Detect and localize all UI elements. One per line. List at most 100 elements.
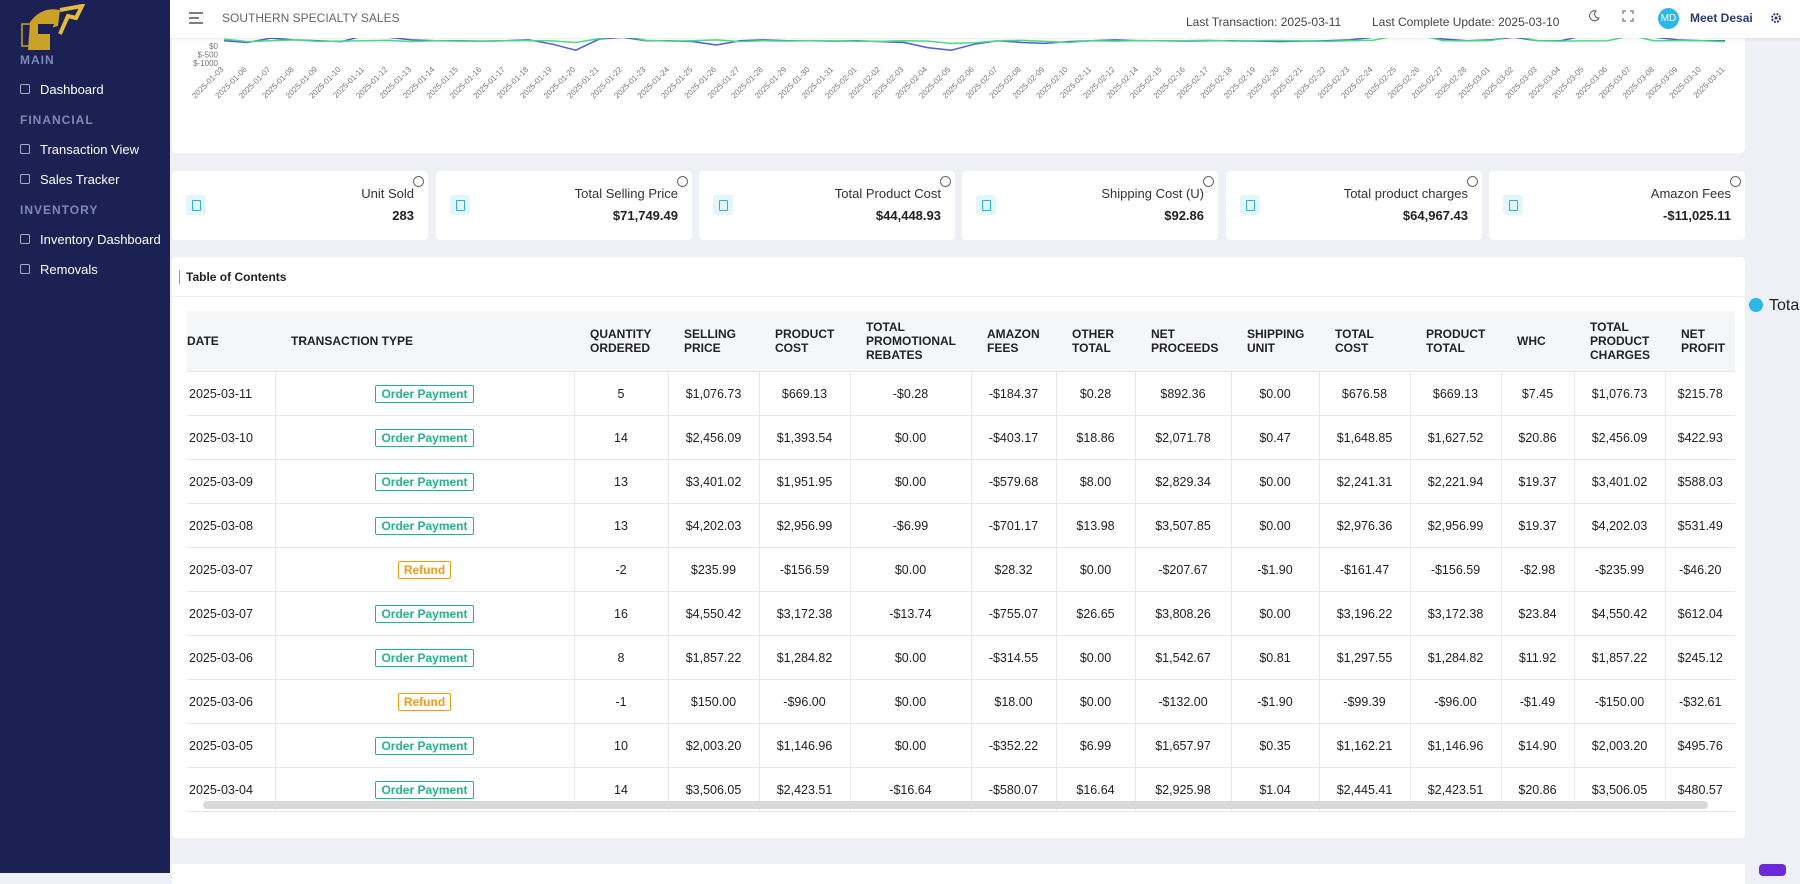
nav-label: Dashboard <box>40 82 104 97</box>
table-cell: $1,542.67 <box>1135 636 1231 680</box>
table-cell: 13 <box>574 460 668 504</box>
table-row: 2025-03-06Order Payment8$1,857.22$1,284.… <box>187 636 1735 680</box>
table-cell: -$13.74 <box>850 592 971 636</box>
table-cell: -$2.98 <box>1501 548 1574 592</box>
help-icon[interactable] <box>1467 176 1478 187</box>
table-cell: $1,284.82 <box>1410 636 1501 680</box>
table-cell: 2025-03-05 <box>187 724 275 768</box>
table-cell: $23.84 <box>1501 592 1574 636</box>
card-title: Total Selling Price <box>575 186 678 201</box>
table-cell: $2,956.99 <box>759 504 850 548</box>
table-cell: $150.00 <box>668 680 759 724</box>
table-cell: $1,162.21 <box>1319 724 1410 768</box>
nav: MAINDashboardFINANCIALTransaction ViewSa… <box>0 45 170 285</box>
table-cell: Order Payment <box>275 724 574 768</box>
table-cell: 2025-03-06 <box>187 680 275 724</box>
column-header: OTHER TOTAL <box>1056 311 1135 372</box>
table-cell: -1 <box>574 680 668 724</box>
table-row: 2025-03-11Order Payment5$1,076.73$669.13… <box>187 372 1735 416</box>
table-cell: $669.13 <box>1410 372 1501 416</box>
table-cell: -$6.99 <box>850 504 971 548</box>
column-header: WHC <box>1501 311 1574 372</box>
table-cell: 14 <box>574 416 668 460</box>
table-cell: 2025-03-08 <box>187 504 275 548</box>
nav-item[interactable]: Transaction View <box>0 135 170 165</box>
table-cell: $1,627.52 <box>1410 416 1501 460</box>
column-header: PRODUCT COST <box>759 311 850 372</box>
nav-icon <box>20 234 30 244</box>
nav-heading: INVENTORY <box>0 195 170 225</box>
table-cell: $0.00 <box>1056 636 1135 680</box>
table-cell: $4,202.03 <box>1574 504 1665 548</box>
table-cell: -$96.00 <box>1410 680 1501 724</box>
help-icon[interactable] <box>940 176 951 187</box>
help-icon[interactable] <box>677 176 688 187</box>
table-cell: $1,393.54 <box>759 416 850 460</box>
table-cell: $0.00 <box>850 636 971 680</box>
table-cell: -$156.59 <box>1410 548 1501 592</box>
nav-icon <box>20 264 30 274</box>
fullscreen-toggle[interactable] <box>1622 10 1634 22</box>
scrollbar[interactable] <box>203 801 1708 809</box>
nav-icon <box>20 174 30 184</box>
card-value: $44,448.93 <box>876 208 941 223</box>
table-cell: -$96.00 <box>759 680 850 724</box>
card-title: Unit Sold <box>361 186 414 201</box>
table-cell: $0.00 <box>850 680 971 724</box>
table-title: Table of Contents <box>179 270 286 284</box>
table-cell: $1,297.55 <box>1319 636 1410 680</box>
table-cell: Order Payment <box>275 636 574 680</box>
column-header: DATE <box>187 311 275 372</box>
card-icon <box>713 195 733 215</box>
table-cell: $235.99 <box>668 548 759 592</box>
table-cell: $3,196.22 <box>1319 592 1410 636</box>
table-cell: -$755.07 <box>971 592 1056 636</box>
table-cell: 2025-03-09 <box>187 460 275 504</box>
type-badge: Refund <box>398 693 451 711</box>
user-name[interactable]: Meet Desai <box>1690 11 1753 25</box>
table-cell: $0.00 <box>1231 372 1319 416</box>
type-badge: Order Payment <box>375 429 473 447</box>
help-icon[interactable] <box>413 176 424 187</box>
table-cell: $0.00 <box>1056 680 1135 724</box>
avatar[interactable]: MD <box>1658 8 1679 29</box>
table-cell: $7.45 <box>1501 372 1574 416</box>
table-cell: $0.00 <box>850 724 971 768</box>
help-icon[interactable] <box>1730 176 1741 187</box>
table-cell: $0.28 <box>1056 372 1135 416</box>
table-cell: 8 <box>574 636 668 680</box>
table-cell: 2025-03-07 <box>187 548 275 592</box>
table-cell: $1,284.82 <box>759 636 850 680</box>
table-cell: -$184.37 <box>971 372 1056 416</box>
column-header: TOTAL PRODUCT CHARGES <box>1574 311 1665 372</box>
theme-toggle[interactable] <box>1588 10 1600 22</box>
table-cell: $2,456.09 <box>668 416 759 460</box>
nav-item[interactable]: Dashboard <box>0 75 170 105</box>
table-cell: $4,550.42 <box>668 592 759 636</box>
bottom-panel <box>172 864 1745 884</box>
nav-heading: FINANCIAL <box>0 105 170 135</box>
table-cell: $3,401.02 <box>1574 460 1665 504</box>
table-cell: $495.76 <box>1665 724 1735 768</box>
type-badge: Order Payment <box>375 605 473 623</box>
column-header: AMAZON FEES <box>971 311 1056 372</box>
menu-icon[interactable] <box>189 12 203 24</box>
table-cell: -$403.17 <box>971 416 1056 460</box>
table-cell: Refund <box>275 680 574 724</box>
table-cell: $1,951.95 <box>759 460 850 504</box>
table-cell: $2,956.99 <box>1410 504 1501 548</box>
table-cell: $0.00 <box>850 548 971 592</box>
table-cell: -$1.90 <box>1231 548 1319 592</box>
table-cell: $676.58 <box>1319 372 1410 416</box>
help-icon[interactable] <box>1203 176 1214 187</box>
nav-item[interactable]: Removals <box>0 255 170 285</box>
table-cell: $1,146.96 <box>1410 724 1501 768</box>
table-cell: $0.00 <box>1231 592 1319 636</box>
nav-item[interactable]: Sales Tracker <box>0 165 170 195</box>
stat-card: Total product charges$64,967.43 <box>1226 171 1482 240</box>
floating-button[interactable] <box>1759 864 1786 876</box>
table-cell: $3,172.38 <box>1410 592 1501 636</box>
table-cell: 2025-03-11 <box>187 372 275 416</box>
settings[interactable] <box>1770 12 1782 24</box>
nav-item[interactable]: Inventory Dashboard <box>0 225 170 255</box>
